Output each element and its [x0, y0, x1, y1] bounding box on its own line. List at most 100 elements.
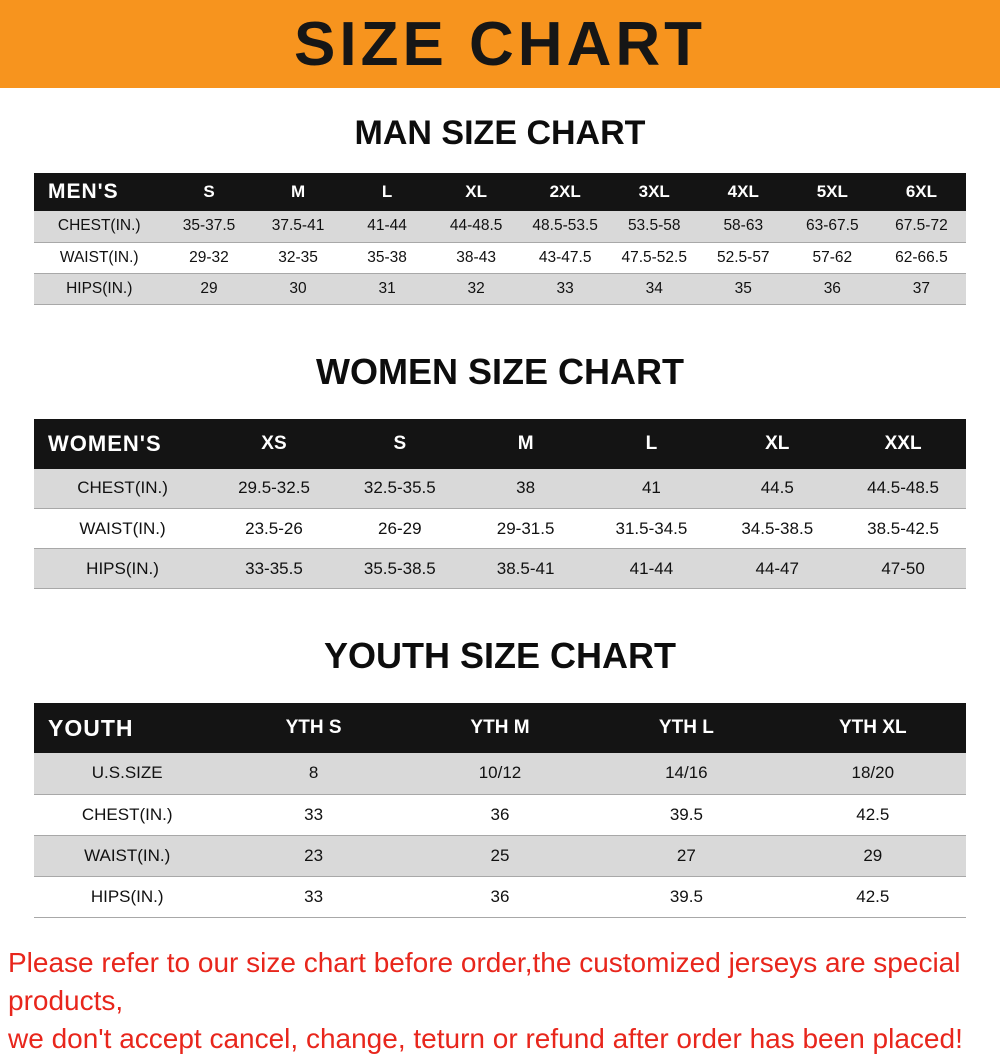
- size-cell: 57-62: [812, 248, 853, 266]
- size-cell: 38-43: [456, 248, 496, 266]
- size-cell: 44.5-48.5: [867, 478, 939, 498]
- order-note-line1: Please refer to our size chart before or…: [8, 946, 961, 1016]
- men-row-waist: WAIST(IN.) 29-32 32-35 35-38 38-43 43-47…: [34, 242, 966, 273]
- size-col-header: 4XL: [727, 182, 759, 201]
- size-cell: 25: [490, 845, 510, 865]
- size-cell: 47-50: [881, 558, 925, 578]
- size-cell: 36: [823, 279, 841, 297]
- size-cell: 44-48.5: [449, 217, 503, 235]
- size-col-header: L: [645, 432, 658, 454]
- row-label: HIPS(IN.): [86, 558, 159, 578]
- row-label: CHEST(IN.): [57, 217, 141, 235]
- women-row-waist: WAIST(IN.) 23.5-26 26-29 29-31.5 31.5-34…: [34, 508, 966, 549]
- youth-row-ussize: U.S.SIZE 8 10/12 14/16 18/20: [34, 753, 966, 794]
- row-label: CHEST(IN.): [81, 804, 173, 824]
- size-cell: 30: [289, 279, 307, 297]
- row-label: HIPS(IN.): [90, 886, 164, 906]
- size-col-header: M: [290, 182, 306, 201]
- men-header-row: MEN'S S M L XL 2XL 3XL 4XL 5XL 6XL: [34, 173, 966, 211]
- youth-header-row: YOUTH YTH S YTH M YTH L YTH XL: [34, 703, 966, 753]
- size-cell: 32: [467, 279, 485, 297]
- men-row-chest: CHEST(IN.) 35-37.5 37.5-41 41-44 44-48.5…: [34, 211, 966, 242]
- size-cell: 39.5: [669, 886, 703, 906]
- size-cell: 58-63: [723, 217, 764, 235]
- size-cell: 33-35.5: [245, 558, 303, 578]
- size-cell: 29: [200, 279, 218, 297]
- size-cell: 35-38: [367, 248, 407, 266]
- youth-size-chart-section: YOUTH SIZE CHART YOUTH YTH S YTH M YTH L…: [0, 635, 1000, 918]
- women-header-row: WOMEN'S XS S M L XL XXL: [34, 418, 966, 469]
- women-row-chest: CHEST(IN.) 29.5-32.5 32.5-35.5 38 41 44.…: [34, 468, 966, 509]
- size-cell: 41: [641, 478, 661, 498]
- men-table-title: MEN'S: [48, 180, 119, 203]
- order-note-line2: we don't accept cancel, change, teturn o…: [8, 1022, 963, 1054]
- size-cell: 43-47.5: [538, 248, 592, 266]
- size-col-header: XS: [261, 432, 287, 454]
- size-cell: 53.5-58: [627, 217, 681, 235]
- youth-chart-heading: YOUTH SIZE CHART: [323, 635, 676, 676]
- size-cell: 38: [516, 478, 536, 498]
- women-row-hips: HIPS(IN.) 33-35.5 35.5-38.5 38.5-41 41-4…: [34, 548, 966, 589]
- women-size-table: WOMEN'S XS S M L XL XXL CHEST(IN.) 29.5-…: [34, 418, 966, 590]
- size-cell: 33: [556, 279, 574, 297]
- size-cell: 63-67.5: [806, 217, 859, 235]
- row-label: WAIST(IN.): [79, 518, 166, 538]
- size-cell: 14/16: [665, 763, 708, 783]
- size-cell: 29-31.5: [496, 518, 555, 538]
- size-cell: 31.5-34.5: [615, 518, 688, 538]
- women-table-title: WOMEN'S: [48, 430, 162, 456]
- size-cell: 27: [676, 845, 696, 865]
- men-size-chart-section: MAN SIZE CHART MEN'S S M L XL 2XL 3XL 4X…: [0, 114, 1000, 305]
- size-col-header: S: [393, 432, 407, 454]
- size-cell: 62-66.5: [895, 248, 948, 266]
- size-cell: 36: [490, 804, 510, 824]
- youth-table-title: YOUTH: [48, 714, 134, 741]
- size-cell: 33: [304, 804, 324, 824]
- size-cell: 47.5-52.5: [621, 248, 687, 266]
- size-cell: 29.5-32.5: [238, 478, 310, 498]
- size-cell: 23: [304, 845, 324, 865]
- men-row-hips: HIPS(IN.) 29 30 31 32 33 34 35 36 37: [34, 273, 966, 304]
- youth-row-hips: HIPS(IN.) 33 36 39.5 42.5: [34, 876, 966, 917]
- size-col-header: S: [203, 182, 215, 201]
- size-cell: 18/20: [851, 763, 895, 783]
- youth-row-chest: CHEST(IN.) 33 36 39.5 42.5: [34, 794, 966, 835]
- row-label: HIPS(IN.): [66, 279, 133, 297]
- size-col-header: XXL: [884, 432, 922, 454]
- size-cell: 23.5-26: [245, 518, 303, 538]
- size-cell: 10/12: [478, 763, 522, 783]
- row-label: CHEST(IN.): [77, 478, 168, 498]
- size-cell: 35-37.5: [182, 217, 236, 235]
- row-label: U.S.SIZE: [91, 763, 163, 783]
- size-cell: 42.5: [856, 804, 890, 824]
- youth-row-waist: WAIST(IN.) 23 25 27 29: [34, 835, 966, 876]
- size-cell: 67.5-72: [895, 217, 948, 235]
- size-cell: 37.5-41: [271, 217, 325, 235]
- size-col-header: 2XL: [549, 182, 581, 201]
- size-cell: 52.5-57: [716, 248, 770, 266]
- size-col-header: 5XL: [816, 182, 848, 201]
- size-cell: 31: [378, 279, 396, 297]
- row-label: WAIST(IN.): [59, 248, 139, 266]
- size-cell: 39.5: [669, 804, 703, 824]
- size-cell: 42.5: [856, 886, 890, 906]
- size-col-header: M: [517, 432, 534, 454]
- size-col-header: L: [381, 182, 393, 201]
- size-cell: 38.5-42.5: [867, 518, 939, 538]
- size-cell: 41-44: [367, 217, 407, 235]
- size-col-header: YTH L: [658, 717, 714, 738]
- youth-size-table: YOUTH YTH S YTH M YTH L YTH XL U.S.SIZE …: [34, 703, 966, 918]
- men-size-table: MEN'S S M L XL 2XL 3XL 4XL 5XL 6XL CHEST…: [34, 173, 966, 305]
- size-col-header: YTH XL: [839, 717, 907, 738]
- size-cell: 34.5-38.5: [741, 518, 814, 538]
- size-cell: 44-47: [755, 558, 799, 578]
- size-cell: 34: [645, 279, 663, 297]
- size-col-header: 6XL: [905, 182, 938, 201]
- size-cell: 26-29: [378, 518, 422, 538]
- size-cell: 32-35: [278, 248, 318, 266]
- size-cell: 35.5-38.5: [363, 558, 436, 578]
- size-cell: 32.5-35.5: [363, 478, 436, 498]
- size-cell: 33: [304, 886, 324, 906]
- women-chart-heading: WOMEN SIZE CHART: [316, 350, 684, 392]
- size-cell: 35: [734, 279, 752, 297]
